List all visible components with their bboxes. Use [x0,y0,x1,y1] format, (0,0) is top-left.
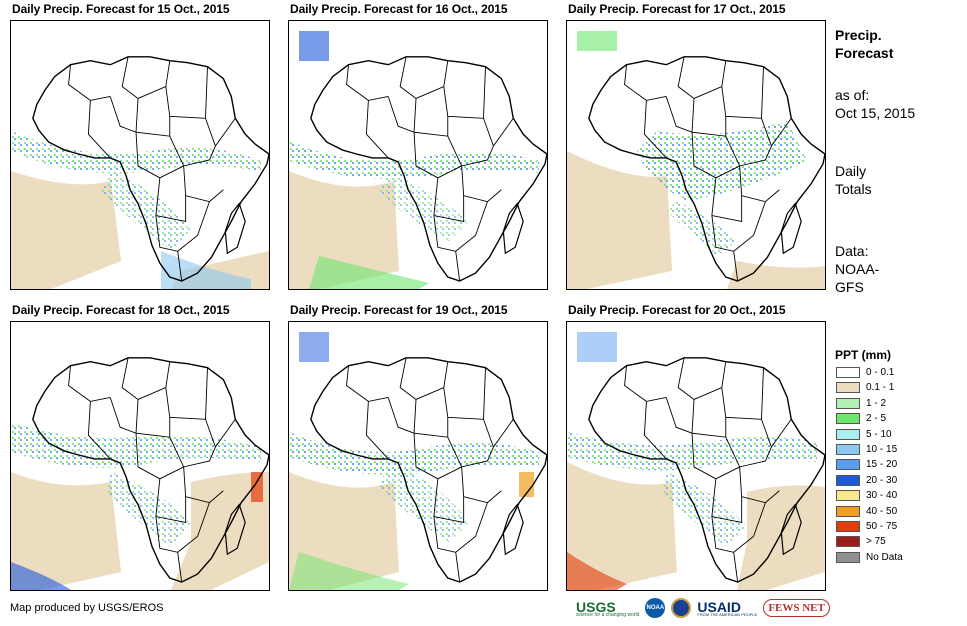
legend-label: 1 - 2 [866,397,887,409]
legend-item: 1 - 2 [836,397,886,410]
legend-item: 5 - 10 [836,428,892,441]
precip-map [566,20,826,290]
legend-label: 2 - 5 [866,413,887,425]
data-source-line3: GFS [835,279,864,295]
legend-item: 50 - 75 [836,520,897,533]
panel-title: Daily Precip. Forecast for 20 Oct., 2015 [568,303,786,317]
map-canvas [11,56,269,289]
seal-logo [671,598,692,618]
legend-item: 40 - 50 [836,505,897,518]
sidebar-heading: Precip. Forecast [835,26,893,62]
precip-map [288,20,548,290]
legend-label: > 75 [866,536,886,548]
usaid-logo-tagline: FROM THE AMERICAN PEOPLE [697,612,758,617]
legend-label: 20 - 30 [866,474,898,486]
usgs-logo: USGS science for a changing world [576,599,639,618]
legend-label: No Data [866,551,903,563]
legend-item: 20 - 30 [836,474,897,487]
totals-block: Daily Totals [835,162,872,198]
usgs-logo-tagline: science for a changing world [576,611,640,618]
as-of-date: Oct 15, 2015 [835,105,916,121]
legend-swatch [836,397,860,409]
legend-item: 2 - 5 [836,412,886,425]
legend-item: No Data [836,551,903,564]
legend-swatch [836,413,860,425]
data-source-block: Data: NOAA- GFS [835,242,879,296]
legend-item: 0 - 0.1 [836,366,894,379]
legend-swatch [836,459,860,471]
legend-label: 5 - 10 [866,428,892,440]
map-canvas [567,332,825,590]
usaid-logo-text: USAID [697,599,741,615]
legend-swatch [836,474,860,486]
legend-label: 0 - 0.1 [866,367,895,378]
totals-line1: Daily [835,163,867,179]
map-canvas [567,31,825,289]
legend-title: PPT (mm) [835,348,892,362]
legend-label: 40 - 50 [866,505,898,517]
as-of-label: as of: [835,87,870,103]
legend-swatch [836,505,860,517]
legend-swatch [836,490,860,502]
usgs-logo-text: USGS [576,598,616,615]
legend-swatch [836,444,860,455]
map-canvas [289,332,547,590]
logo-strip: USGS science for a changing world NOAA U… [576,596,830,620]
precip-map [288,321,548,591]
legend-swatch [836,428,860,440]
panel-title: Daily Precip. Forecast for 19 Oct., 2015 [290,303,508,317]
usaid-logo: USAID FROM THE AMERICAN PEOPLE [697,599,757,617]
legend-swatch [836,382,860,394]
legend-label: 10 - 15 [866,444,898,455]
precip-map [566,321,826,591]
legend-swatch [836,367,860,378]
panel-title: Daily Precip. Forecast for 16 Oct., 2015 [290,2,508,16]
sidebar-heading-line1: Precip. [835,27,882,43]
panel-title: Daily Precip. Forecast for 17 Oct., 2015 [568,2,786,16]
data-source-line2: NOAA- [835,261,880,277]
legend-item: 0.1 - 1 [836,381,894,394]
noaa-logo: NOAA [645,598,666,618]
panel-title: Daily Precip. Forecast for 15 Oct., 2015 [12,2,230,16]
data-source-line1: Data: [835,243,869,259]
totals-line2: Totals [835,181,872,197]
legend-item: > 75 [836,535,886,548]
precip-map [10,321,270,591]
legend-item: 30 - 40 [836,489,897,502]
legend-swatch [836,536,860,548]
legend-item: 10 - 15 [836,443,897,456]
map-credit: Map produced by USGS/EROS [10,602,164,614]
legend-label: 50 - 75 [866,521,898,532]
panel-title: Daily Precip. Forecast for 18 Oct., 2015 [12,303,230,317]
legend-item: 15 - 20 [836,458,897,471]
map-canvas [11,357,269,590]
as-of-block: as of: Oct 15, 2015 [835,86,915,122]
legend-label: 0.1 - 1 [866,382,895,394]
precip-map [10,20,270,290]
map-canvas [289,31,547,289]
legend-label: 30 - 40 [866,490,898,502]
sidebar-heading-line2: Forecast [835,45,894,61]
noaa-logo-text: NOAA [646,605,665,611]
legend-swatch [836,521,860,532]
legend-swatch [836,551,860,563]
fews-net-logo: FEWS NET [763,599,830,617]
legend-label: 15 - 20 [866,459,898,471]
